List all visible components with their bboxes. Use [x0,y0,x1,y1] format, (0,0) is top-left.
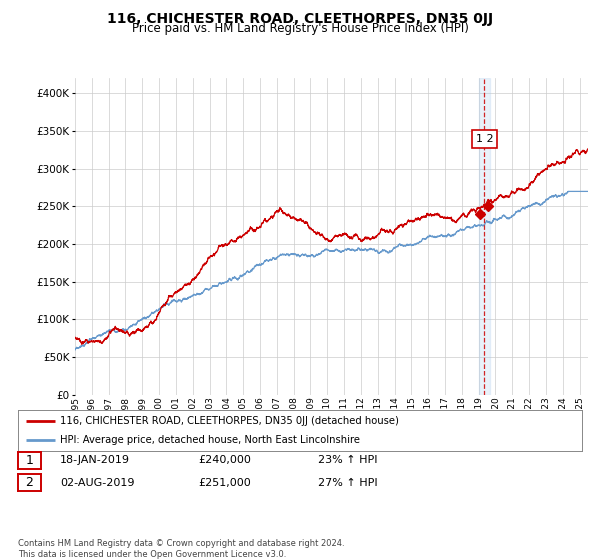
Text: 02-AUG-2019: 02-AUG-2019 [60,478,134,488]
Text: 2: 2 [25,476,34,489]
Text: 116, CHICHESTER ROAD, CLEETHORPES, DN35 0JJ: 116, CHICHESTER ROAD, CLEETHORPES, DN35 … [107,12,493,26]
Text: 23% ↑ HPI: 23% ↑ HPI [318,455,377,465]
Text: 27% ↑ HPI: 27% ↑ HPI [318,478,377,488]
Text: Price paid vs. HM Land Registry's House Price Index (HPI): Price paid vs. HM Land Registry's House … [131,22,469,35]
Bar [479,78,490,395]
Text: 18-JAN-2019: 18-JAN-2019 [60,455,130,465]
Text: £251,000: £251,000 [198,478,251,488]
Text: 116, CHICHESTER ROAD, CLEETHORPES, DN35 0JJ (detached house): 116, CHICHESTER ROAD, CLEETHORPES, DN35 … [60,417,399,426]
Text: 1: 1 [25,454,34,467]
Text: HPI: Average price, detached house, North East Lincolnshire: HPI: Average price, detached house, Nort… [60,435,360,445]
Text: £240,000: £240,000 [198,455,251,465]
Text: Contains HM Land Registry data © Crown copyright and database right 2024.
This d: Contains HM Land Registry data © Crown c… [18,539,344,559]
Text: 1 2: 1 2 [476,134,493,144]
